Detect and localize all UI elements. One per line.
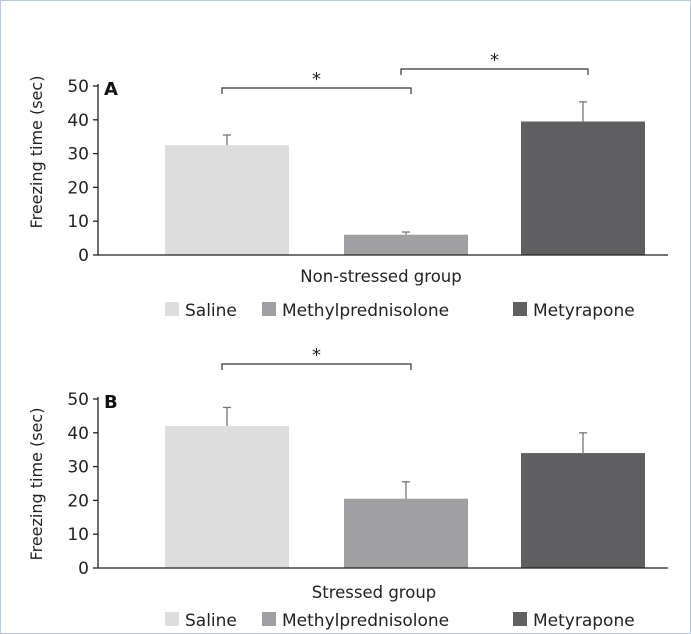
legend-label-methylprednisolone: Methylprednisolone	[282, 301, 449, 321]
panel-a-x-axis-label: Non-stressed group	[300, 267, 461, 286]
legend-swatch-metyrapone	[513, 302, 527, 316]
panel-a-significance-marker-1: *	[312, 69, 321, 90]
panel-a-significance-bracket-2	[400, 68, 589, 75]
panel-b-y-axis-label: Freezing time (sec)	[27, 408, 46, 561]
panel-b-y-tick-label-50: 50	[67, 390, 89, 410]
panel-b-significance-bracket-1	[221, 363, 412, 370]
panel-b-y-tick-label-10: 10	[67, 525, 89, 545]
panel-b-significance-marker-1: *	[312, 345, 321, 366]
legend-label-metyrapone: Metyrapone	[533, 611, 635, 631]
panel-a-significance-bracket-1	[221, 87, 412, 94]
panel-b-bar-methylprednisolone	[344, 498, 468, 568]
panel-a-significance-marker-2: *	[490, 50, 499, 71]
legend-swatch-metyrapone	[513, 612, 527, 626]
panel-b-plot: 0 10 20 30 40 50 *	[67, 345, 668, 579]
panel-b-y-tick-label-20: 20	[67, 491, 89, 511]
panel-a-bar-methylprednisolone	[344, 234, 468, 255]
panel-b-label: B	[104, 392, 118, 413]
panel-b-x-axis-label: Stressed group	[312, 583, 437, 602]
legend-swatch-methylprednisolone	[262, 302, 276, 316]
panel-b-y-tick-label-40: 40	[67, 424, 89, 444]
panel-b-y-tick-label-30: 30	[67, 458, 89, 478]
panel-a-label: A	[104, 79, 118, 100]
panel-a-y-tick-label-30: 30	[67, 145, 89, 165]
panel-b-legend: Saline Methylprednisolone Metyrapone	[165, 611, 635, 631]
legend-swatch-saline	[165, 302, 179, 316]
panel-a-y-axis-label: Freezing time (sec)	[27, 76, 46, 229]
legend-label-saline: Saline	[185, 301, 237, 321]
panel-b-bar-metyrapone	[521, 453, 645, 568]
legend-label-saline: Saline	[185, 611, 237, 631]
panel-b-y-tick-label-0: 0	[78, 559, 89, 579]
panel-b-bar-saline	[165, 426, 289, 568]
panel-a-bar-saline	[165, 145, 289, 255]
panel-a-legend: Saline Methylprednisolone Metyrapone	[165, 301, 635, 321]
panel-a-y-tick-label-50: 50	[67, 77, 89, 97]
panel-a-bar-metyrapone	[521, 121, 645, 256]
legend-swatch-saline	[165, 612, 179, 626]
legend-swatch-methylprednisolone	[262, 612, 276, 626]
panel-a-y-tick-label-0: 0	[78, 246, 89, 266]
legend-label-metyrapone: Metyrapone	[533, 301, 635, 321]
panel-a-y-tick-label-10: 10	[67, 212, 89, 232]
panel-a-y-tick-label-20: 20	[67, 178, 89, 198]
legend-label-methylprednisolone: Methylprednisolone	[282, 611, 449, 631]
panel-a-y-tick-label-40: 40	[67, 111, 89, 131]
panel-a-plot: 0 10 20 30 40 50 * *	[67, 50, 668, 266]
